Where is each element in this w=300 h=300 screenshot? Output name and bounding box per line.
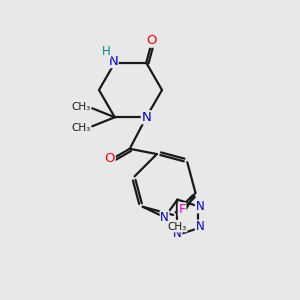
Text: CH₃: CH₃	[168, 222, 187, 232]
Text: H: H	[102, 45, 111, 58]
Text: N: N	[108, 55, 118, 68]
Text: N: N	[195, 220, 204, 233]
Text: O: O	[146, 34, 157, 47]
Text: N: N	[160, 211, 169, 224]
Text: N: N	[141, 111, 151, 124]
Text: CH₃: CH₃	[71, 102, 91, 112]
Text: N: N	[195, 200, 204, 213]
Text: F: F	[178, 203, 186, 216]
Text: CH₃: CH₃	[71, 123, 91, 133]
Text: N: N	[173, 227, 182, 240]
Text: O: O	[105, 152, 115, 165]
